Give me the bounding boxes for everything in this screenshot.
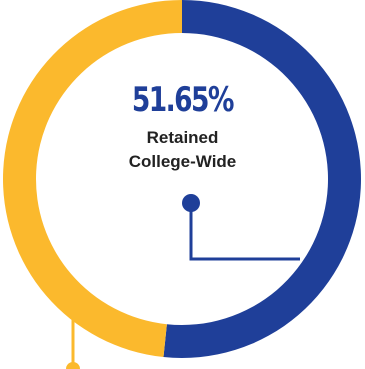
not-retained-callout-dot — [66, 362, 80, 369]
retained-callout-dot — [182, 194, 200, 212]
callout-lines — [66, 194, 300, 369]
retained-label-line2: College-Wide — [128, 152, 237, 171]
donut-slices — [3, 0, 361, 358]
retained-label-line1: Retained — [146, 128, 219, 147]
donut-slice-retained — [163, 0, 361, 358]
retained-callout-line — [189, 203, 300, 261]
retained-percentage-label: 51.65% — [131, 80, 235, 120]
donut-slice-not-retained — [3, 0, 183, 358]
